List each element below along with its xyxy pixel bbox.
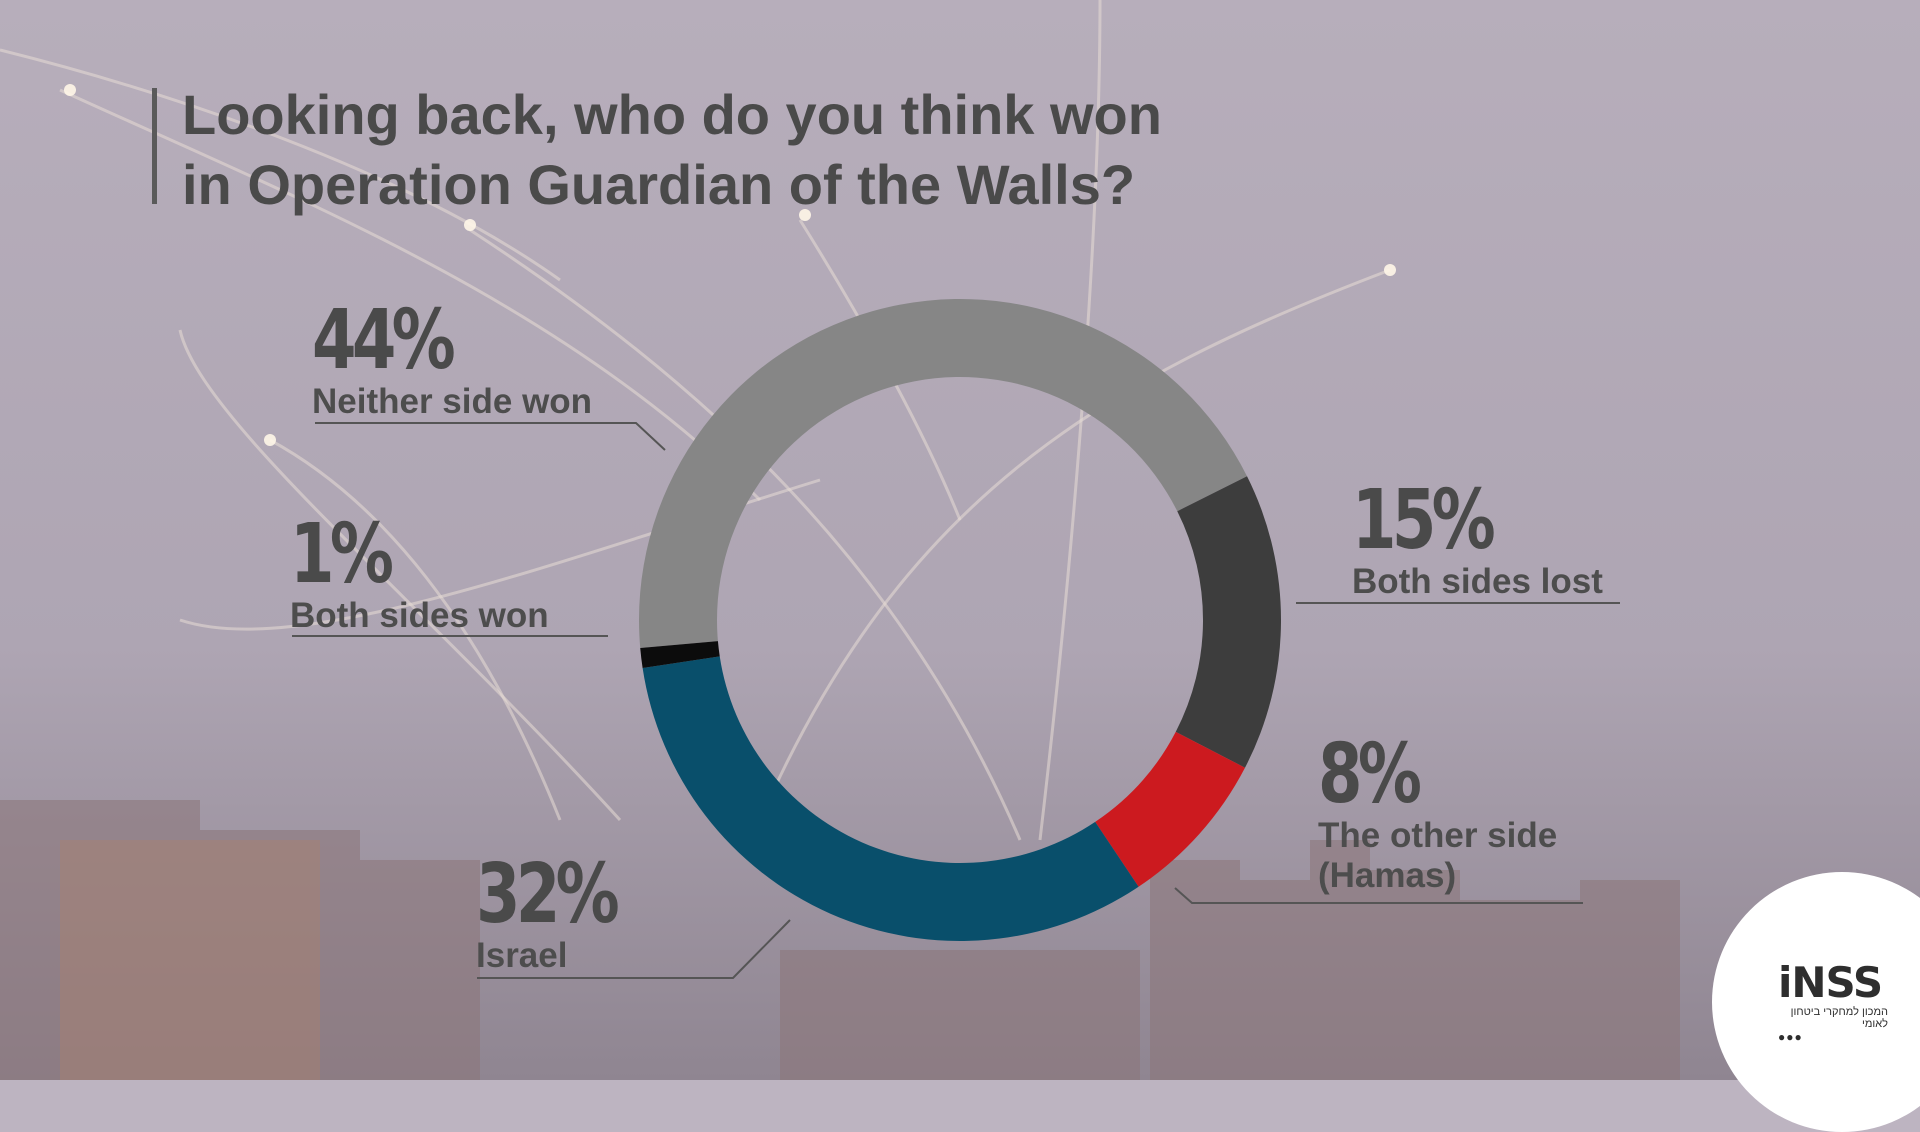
leader-line-neither bbox=[315, 422, 666, 451]
logo-dots-icon: ●●● bbox=[1778, 1030, 1803, 1044]
caption-other-side-line1: The other side bbox=[1318, 816, 1558, 855]
donut-slice-israel bbox=[642, 656, 1139, 941]
title-accent-bar bbox=[152, 88, 157, 204]
label-neither: 44% Neither side won bbox=[312, 300, 592, 422]
logo-hebrew-text: המכון למחקרי ביטחון לאומי bbox=[1790, 1006, 1888, 1030]
donut-slice-neither-side-won bbox=[639, 298, 1248, 648]
caption-israel: Israel bbox=[476, 936, 568, 975]
label-both-lost: 15% Both sides lost bbox=[1352, 480, 1603, 602]
title-line-2: in Operation Guardian of the Walls? bbox=[182, 153, 1136, 216]
donut-slice-both-sides-lost bbox=[1175, 476, 1281, 768]
caption-both-lost: Both sides lost bbox=[1352, 562, 1603, 601]
donut-chart bbox=[292, 298, 1620, 979]
inss-logo: iNSS bbox=[1778, 958, 1883, 1007]
percent-both-won: 1% bbox=[290, 507, 394, 602]
title-line-1: Looking back, who do you think won bbox=[182, 83, 1162, 146]
leader-line-other-side bbox=[1174, 887, 1583, 904]
label-both-won: 1% Both sides won bbox=[290, 514, 549, 636]
caption-other-side-line2: (Hamas) bbox=[1318, 856, 1457, 895]
caption-both-won: Both sides won bbox=[290, 596, 549, 635]
chart-title: Looking back, who do you think won in Op… bbox=[182, 80, 1382, 220]
label-other-side: 8% The other side (Hamas) bbox=[1318, 734, 1557, 896]
percent-neither: 44% bbox=[312, 293, 456, 388]
donut-slice-both-sides-won bbox=[640, 641, 720, 669]
percent-israel: 32% bbox=[476, 847, 620, 942]
leader-line-israel bbox=[477, 919, 791, 979]
percent-other-side: 8% bbox=[1318, 727, 1422, 822]
donut-slice-the-other-side-hamas bbox=[1095, 731, 1245, 887]
percent-both-lost: 15% bbox=[1352, 473, 1496, 568]
caption-neither: Neither side won bbox=[312, 382, 593, 421]
label-israel: 32% Israel bbox=[476, 854, 654, 976]
